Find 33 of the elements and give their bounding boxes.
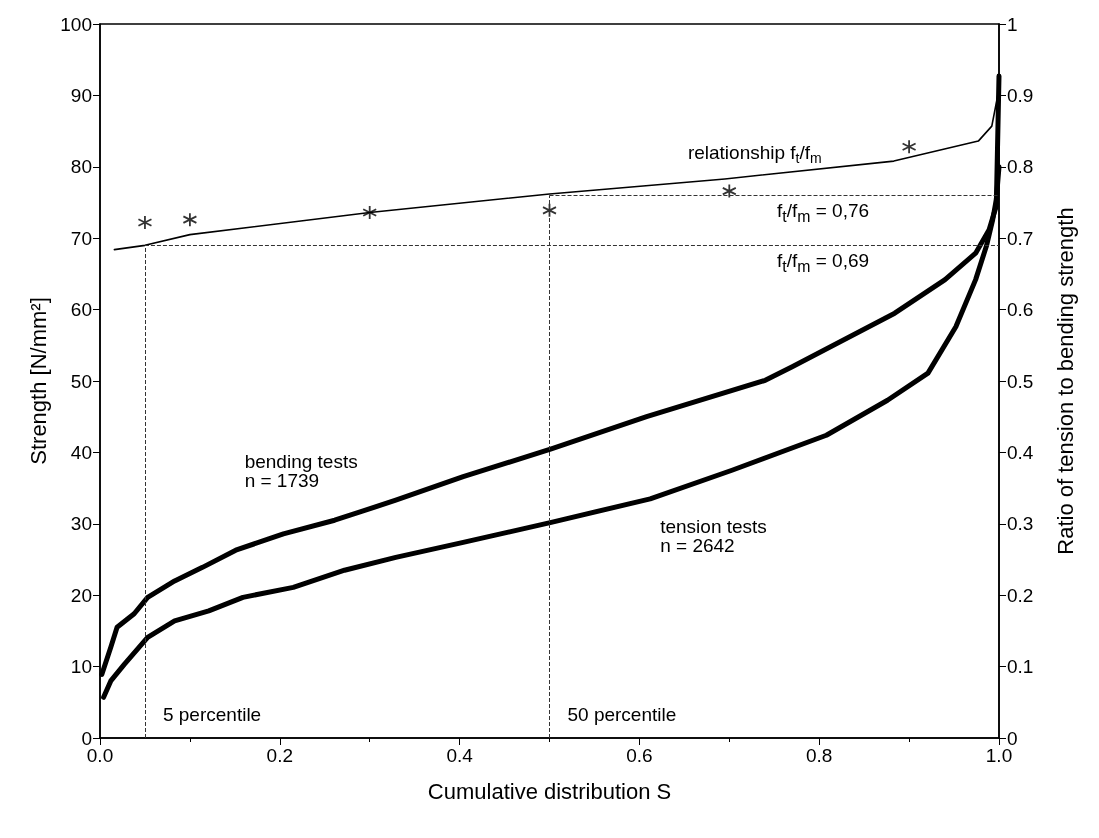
series-label: bending tests n = 1739 xyxy=(244,451,358,492)
x-axis-title: Cumulative distribution S xyxy=(427,778,672,804)
y2-tick-label: 0.6 xyxy=(1007,299,1034,321)
x-tick-label: 0.6 xyxy=(626,745,653,766)
y2-tick-label: 0.8 xyxy=(1007,156,1034,178)
y-tick-label: 40 xyxy=(70,441,92,463)
y2-tick-label: 0.3 xyxy=(1007,513,1034,535)
y2-tick-label: 0.2 xyxy=(1007,584,1034,606)
y-tick-label: 60 xyxy=(70,299,92,321)
x-tick-label: 0.2 xyxy=(266,745,294,766)
y-tick-label: 90 xyxy=(70,84,92,106)
ref-line-label: f$_{t}$/f$_{m}$ = 0,69 xyxy=(777,250,870,276)
y-tick-label: 100 xyxy=(60,13,92,35)
y-tick-label: 20 xyxy=(70,584,92,606)
y2-tick-label: 0.1 xyxy=(1007,656,1034,678)
y-tick-label: 70 xyxy=(70,227,92,249)
y2-tick-label: 0.9 xyxy=(1007,84,1034,106)
y-tick-label: 30 xyxy=(70,513,92,535)
series-label: tension tests n = 2642 xyxy=(660,515,767,556)
x-tick-label: 0.4 xyxy=(446,745,474,766)
ref-line-label: 50 percentile xyxy=(567,704,677,725)
y-tick-label: 10 xyxy=(70,656,92,678)
y-axis-title: Strength [N/mm²] xyxy=(25,297,51,465)
ref-line-label: f$_{t}$/f$_{m}$ = 0,76 xyxy=(777,200,870,226)
y2-axis-title: Ratio of tension to bending strength xyxy=(1052,207,1078,555)
y2-tick-label: 0.7 xyxy=(1007,227,1034,249)
ref-line-label: 5 percentile xyxy=(162,704,262,725)
y2-tick-label: 0.5 xyxy=(1007,370,1034,392)
x-tick-label: 0.8 xyxy=(805,745,833,766)
y2-tick-label: 0.4 xyxy=(1007,441,1034,463)
y2-tick-label: 1 xyxy=(1007,13,1018,35)
y-tick-label: 80 xyxy=(70,156,92,178)
y-tick-label: 50 xyxy=(70,370,92,392)
